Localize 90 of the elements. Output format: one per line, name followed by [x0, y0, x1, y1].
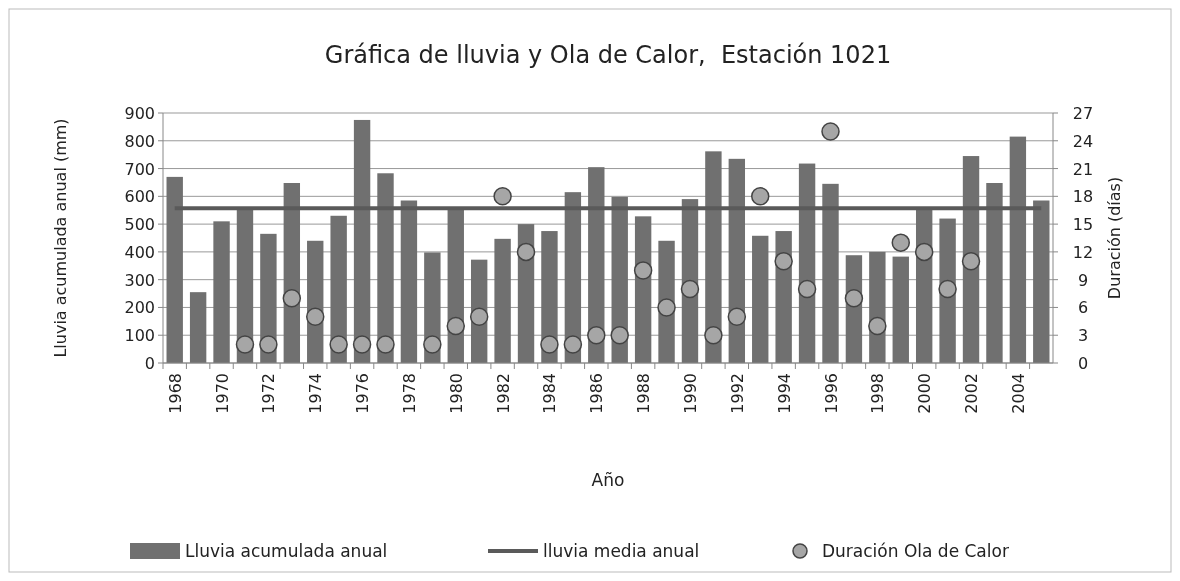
- point: [516, 242, 536, 262]
- x-tick-label: 1982: [493, 373, 513, 414]
- y2-tick-label: 12: [1072, 242, 1094, 262]
- point: [914, 242, 934, 262]
- y2-tick-label: 6: [1077, 298, 1089, 318]
- point: [704, 325, 723, 345]
- point: [305, 307, 325, 326]
- x-tick-label: 1986: [587, 373, 607, 414]
- bar: [166, 176, 183, 363]
- point: [329, 335, 348, 354]
- x-tick-label: 1992: [727, 373, 747, 414]
- legend-label: Duración Ola de Calor: [822, 541, 1009, 561]
- legend-label: Lluvia acumulada anual: [185, 541, 388, 561]
- y2-tick-label: 0: [1077, 354, 1089, 373]
- x-tick-label: 1976: [353, 373, 373, 414]
- x-tick-label: 1980: [446, 373, 466, 414]
- x-tick-label: 1988: [634, 373, 654, 414]
- bar: [986, 183, 1003, 363]
- point: [423, 335, 442, 354]
- point: [540, 335, 559, 354]
- point: [961, 251, 981, 271]
- x-tick-label: 1968: [165, 373, 185, 414]
- bar: [213, 221, 230, 363]
- y2-tick-label: 24: [1072, 131, 1094, 151]
- bar: [494, 238, 511, 363]
- point: [587, 325, 606, 345]
- y-tick-label: 300: [124, 270, 155, 290]
- point: [376, 335, 395, 354]
- x-tick-label: 1978: [399, 373, 419, 414]
- y-tick-label: 0: [144, 354, 155, 373]
- x-tick-label: 1996: [821, 373, 841, 414]
- bar: [705, 151, 722, 363]
- point: [680, 279, 700, 299]
- bar: [892, 256, 909, 363]
- y-tick-label: 500: [124, 215, 155, 235]
- bar: [1033, 200, 1050, 363]
- bar: [752, 235, 769, 363]
- point: [259, 335, 278, 354]
- chart-title: Gráfica de lluvia y Ola de Calor, Estación 1021: [324, 41, 892, 69]
- point: [774, 251, 793, 271]
- point: [821, 122, 840, 141]
- point: [891, 233, 911, 252]
- x-tick-label: 2000: [915, 373, 935, 414]
- y2-tick-label: 18: [1072, 187, 1094, 207]
- x-tick-label: 1972: [259, 373, 279, 414]
- y2-axis-title: Duración (días): [1105, 176, 1124, 300]
- point: [282, 288, 302, 308]
- y2-tick-label: 21: [1072, 159, 1094, 179]
- point: [235, 335, 255, 354]
- y2-tick-label: 9: [1077, 270, 1089, 290]
- point: [493, 187, 512, 206]
- y-axis-title: Lluvia acumulada anual (mm): [51, 118, 70, 358]
- point: [868, 316, 887, 336]
- x-tick-label: 1970: [212, 373, 232, 414]
- legend-label: lluvia media anual: [543, 541, 700, 561]
- point: [633, 261, 653, 280]
- y-tick-label: 700: [124, 159, 155, 179]
- point: [657, 298, 676, 317]
- point: [352, 335, 372, 354]
- bar: [1009, 136, 1027, 363]
- point: [563, 335, 583, 354]
- x-tick-label: 1994: [774, 373, 794, 414]
- x-tick-label: 2002: [962, 373, 982, 414]
- y2-tick-label: 15: [1072, 215, 1094, 235]
- point: [797, 279, 817, 299]
- point: [727, 307, 747, 326]
- bar: [400, 200, 418, 363]
- y2-tick-label: 3: [1077, 326, 1089, 346]
- x-tick-label: 1974: [306, 373, 326, 414]
- bar: [822, 183, 839, 363]
- y-tick-label: 100: [124, 326, 155, 346]
- x-tick-label: 1990: [680, 373, 700, 414]
- x-tick-label: 1984: [540, 373, 560, 414]
- point: [446, 316, 466, 336]
- point: [610, 325, 629, 345]
- point: [469, 307, 489, 326]
- y-tick-label: 200: [124, 298, 155, 318]
- point: [750, 187, 770, 206]
- y-tick-label: 900: [124, 104, 155, 123]
- y-tick-label: 600: [124, 187, 155, 207]
- x-axis-title: Año: [591, 470, 625, 490]
- bar: [330, 215, 347, 363]
- bar: [189, 292, 207, 363]
- point: [844, 288, 864, 308]
- y2-tick-label: 27: [1072, 104, 1094, 123]
- y-tick-label: 400: [124, 242, 155, 262]
- point: [938, 279, 957, 299]
- y-tick-label: 800: [124, 131, 155, 151]
- x-tick-label: 2004: [1008, 373, 1028, 414]
- x-tick-label: 1998: [868, 373, 888, 414]
